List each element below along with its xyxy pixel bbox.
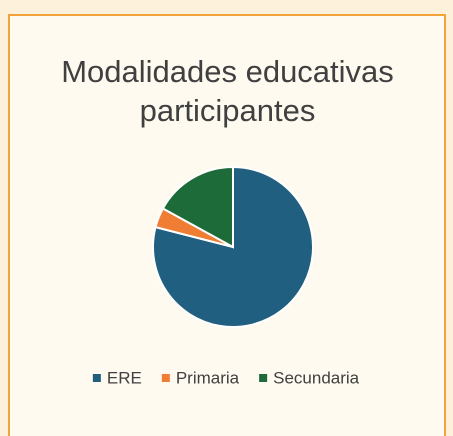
chart-title: Modalidades educativas participantes (61, 54, 394, 128)
pie-slice (161, 165, 234, 249)
legend-swatch (161, 374, 170, 382)
legend-swatch (92, 374, 101, 382)
legend-swatch (259, 374, 268, 382)
chart: ERE Primaria Secundaria (92, 165, 360, 387)
legend-label: Primaria (176, 368, 240, 387)
legend-label: ERE (107, 368, 142, 387)
page: {"chart_data": {"type": "pie", "title": … (8, 14, 446, 436)
legend-label: Secundaria (273, 368, 360, 387)
